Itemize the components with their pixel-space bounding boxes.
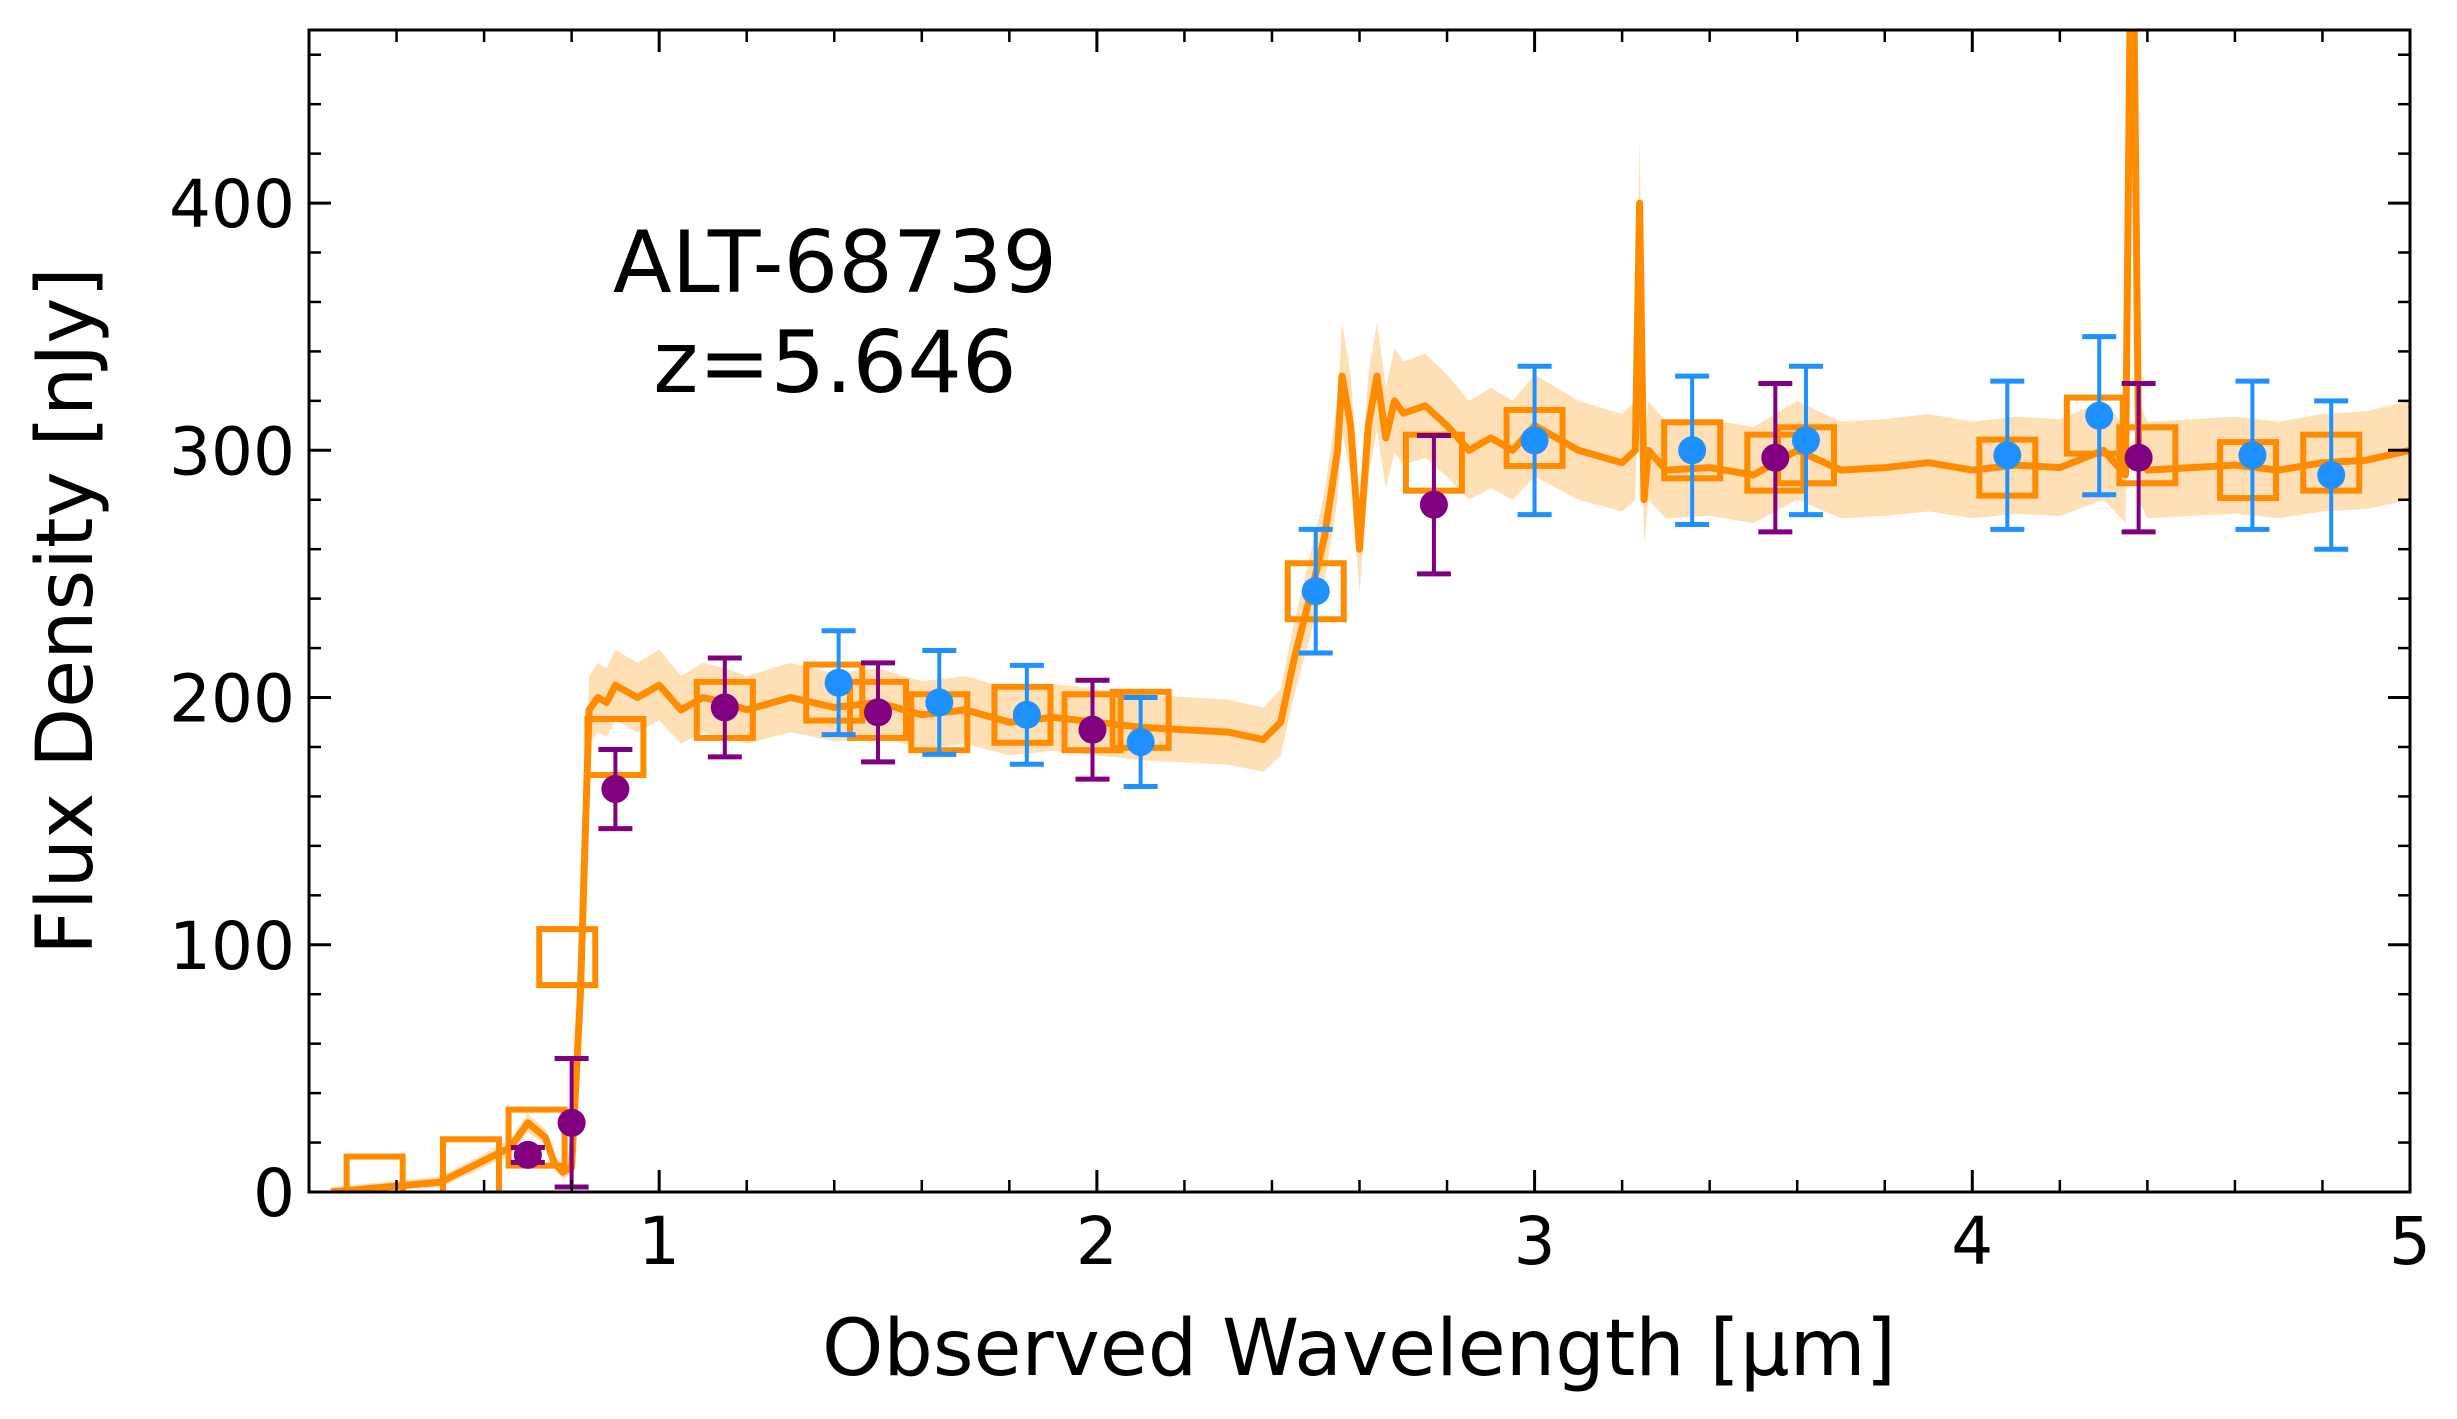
y-tick-label: 200 (169, 661, 295, 738)
photometry-point (925, 688, 954, 717)
photometry-point (2085, 401, 2114, 430)
photometry-point (601, 775, 630, 804)
model-spectrum-layer (330, 30, 2410, 1192)
photometry-point (1012, 700, 1041, 729)
y-tick-label: 0 (253, 1155, 295, 1232)
model-photometry-square (991, 683, 1054, 746)
photometry-point (1301, 577, 1330, 606)
annotation-name: ALT-68739 (613, 213, 1057, 313)
photometry-point (1791, 426, 1820, 455)
x-axis-title: Observed Wavelength [μm] (822, 1304, 1896, 1394)
photometry-point (824, 668, 853, 697)
photometry-point (864, 698, 893, 727)
annotation-redshift: z=5.646 (653, 313, 1016, 413)
y-tick-label: 300 (169, 413, 295, 490)
x-tick-label: 5 (2389, 1203, 2431, 1280)
x-tick-label: 3 (1514, 1203, 1556, 1280)
photometry-point (1761, 443, 1790, 472)
photometry-point (710, 693, 739, 722)
photometry-point (2238, 441, 2267, 470)
x-tick-label: 1 (638, 1203, 680, 1280)
axis-ticks (307, 30, 2412, 1194)
model-spectrum-line (330, 30, 2410, 1192)
x-tick-label: 2 (1076, 1203, 1118, 1280)
photometry-point (2124, 443, 2153, 472)
photometry-point (1520, 426, 1549, 455)
tick-labels: 1 2 3 4 5 0 100 200 300 400 (169, 166, 2431, 1280)
observed-photometry-layer (510, 334, 2349, 1190)
photometry-point (1126, 728, 1155, 757)
model-photometry-square (2116, 424, 2179, 487)
y-tick-label: 100 (169, 908, 295, 985)
photometry-point (1419, 490, 1448, 519)
y-tick-label: 400 (169, 166, 295, 243)
model-photometry-square (803, 661, 866, 724)
photometry-point (513, 1140, 542, 1169)
photometry-point (2317, 461, 2346, 490)
photometry-point (1678, 436, 1707, 465)
y-axis-title: Flux Density [nJy] (21, 267, 111, 955)
x-tick-label: 4 (1951, 1203, 1993, 1280)
photometry-point (1078, 715, 1107, 744)
model-photometry-square (439, 1136, 502, 1192)
model-photometry-square (536, 926, 599, 989)
model-photometry-square (343, 1153, 406, 1192)
photometry-point (557, 1108, 586, 1137)
photometry-point (1993, 441, 2022, 470)
